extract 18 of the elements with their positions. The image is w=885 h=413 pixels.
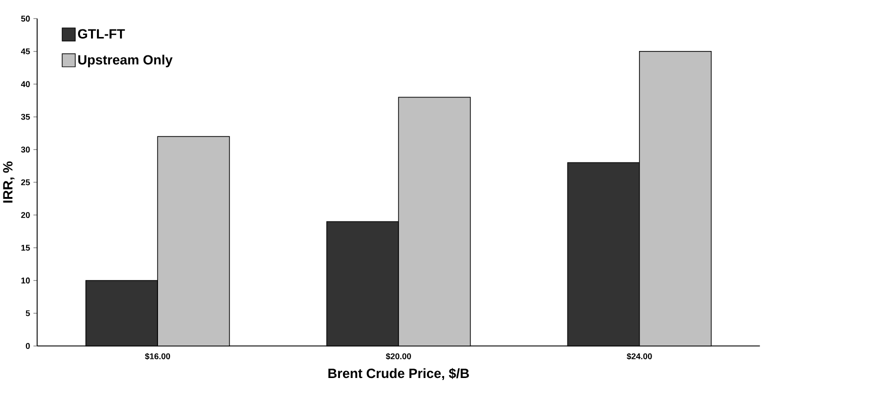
- y-tick-label: 50: [21, 16, 30, 22]
- legend-label: Upstream Only: [78, 54, 173, 68]
- x-tick-label: $24.00: [626, 352, 652, 360]
- y-tick-label: 5: [26, 310, 30, 316]
- y-tick-label: 10: [21, 277, 30, 284]
- y-tick-label: 25: [21, 179, 30, 186]
- x-axis-title: Brent Crude Price, $/B: [328, 368, 469, 380]
- y-tick-label: 15: [21, 244, 30, 251]
- y-tick-label: 40: [20, 81, 30, 88]
- y-tick-label: 35: [21, 114, 30, 120]
- x-tick-label: $16.00: [144, 352, 170, 360]
- y-axis-title: IRR, %: [3, 161, 14, 203]
- y-tick-label: 20: [21, 212, 30, 218]
- y-tick-label: 45: [20, 48, 30, 54]
- y-tick-label: 30: [21, 146, 30, 152]
- x-tick-label: $20.00: [386, 352, 411, 360]
- legend-label: GTL-FT: [78, 29, 125, 39]
- y-tick-label: 0: [26, 342, 30, 349]
